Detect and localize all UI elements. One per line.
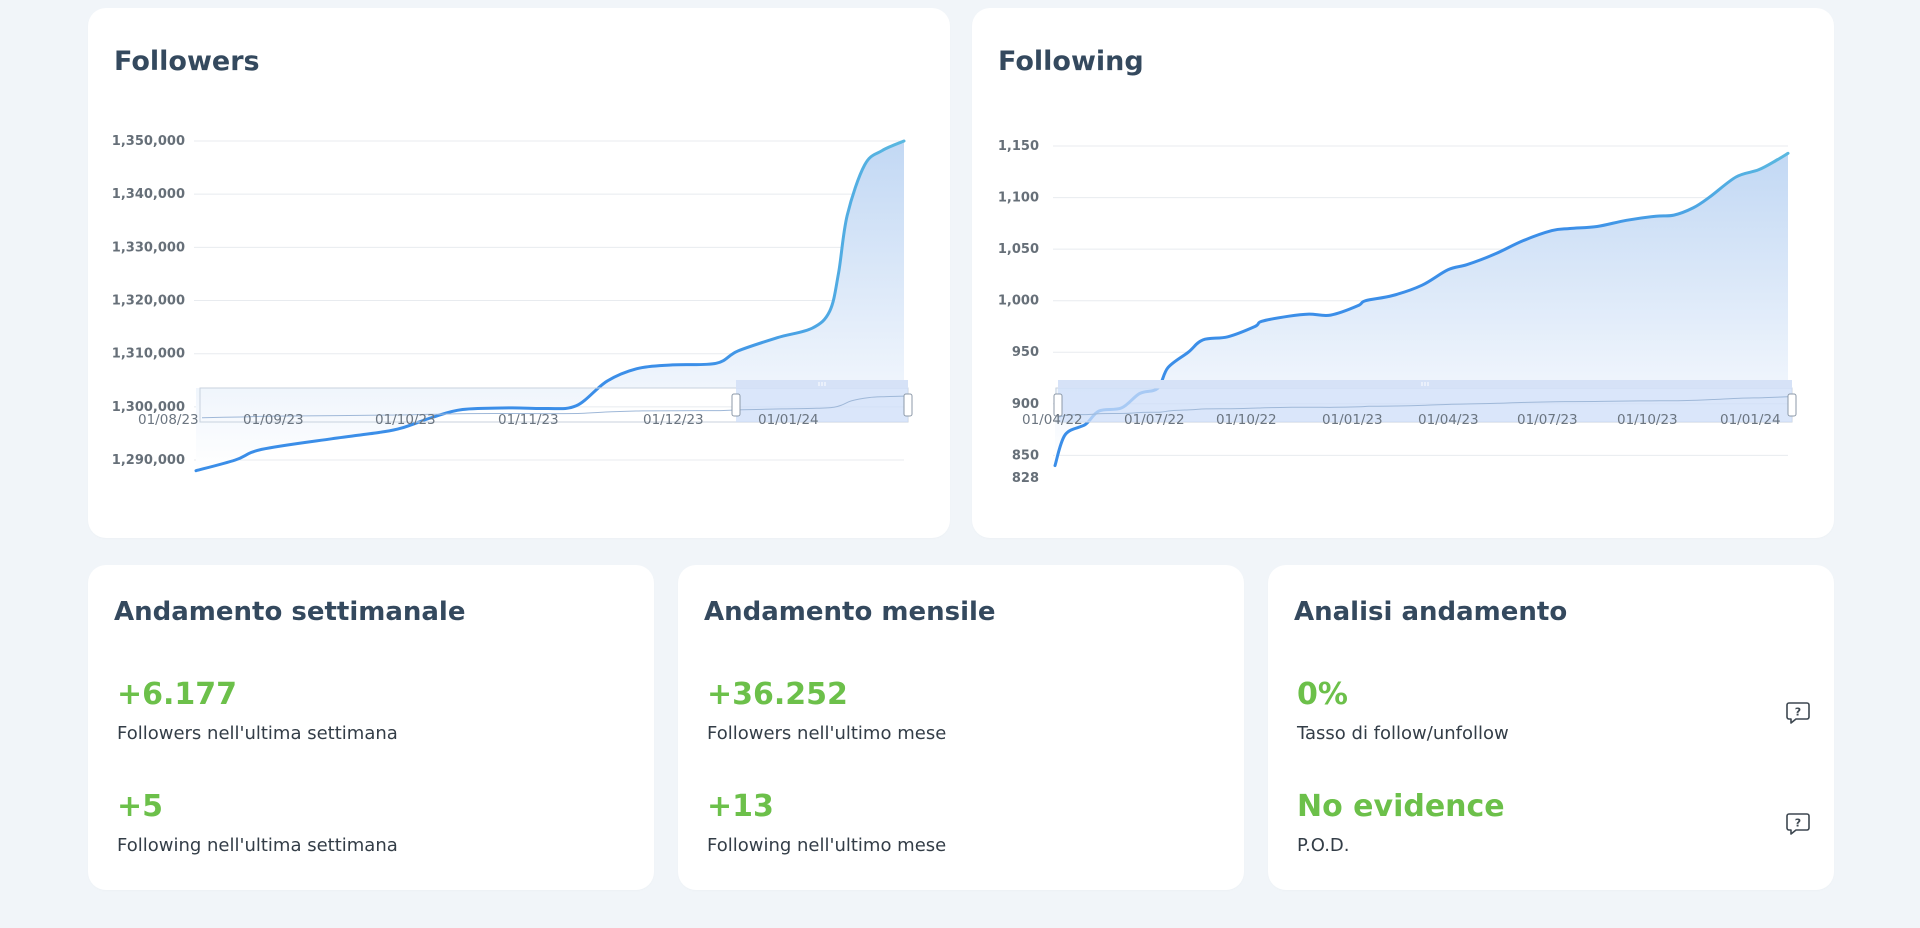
x-tick-label: 01/01/23 [1322,412,1383,428]
follow-unfollow-rate-value: 0% [1297,677,1348,712]
y-tick-label: 1,300,000 [112,400,185,415]
following-chart-card: Following 828 850 900 950 1,000 1,050 1,100 1,1… [972,8,1834,538]
navigator-left-handle [1053,393,1063,417]
pod-label: P.O.D. [1297,835,1350,856]
followers-chart-card: Followers 1,290,000 1,300,000 1,310,000 1,3… [88,8,950,538]
trend-analysis-card: Analisi andamento 0% Tasso di follow/unf… [1268,565,1834,890]
svg-text:?: ? [1795,706,1801,719]
x-tick-label: 01/07/22 [1124,412,1185,428]
monthly-followers-label: Followers nell'ultimo mese [707,723,947,744]
weekly-followers-value: +6.177 [117,677,238,712]
monthly-trend-card: Andamento mensile +36.252 Followers nell… [678,565,1244,890]
pod-value: No evidence [1297,789,1505,824]
navigator-selection [736,388,908,422]
y-tick-label: 850 [1012,448,1039,463]
x-tick-label: 01/04/23 [1418,412,1479,428]
navigator-right-handle [1787,393,1797,417]
y-tick-label: 1,150 [998,139,1039,154]
x-tick-label: 01/11/23 [498,412,559,428]
range-navigator [199,380,913,423]
y-tick-label: 900 [1012,397,1039,412]
y-tick-label: 1,100 [998,191,1039,206]
x-tick-label: 01/08/23 [138,412,199,428]
weekly-following-value: +5 [117,789,164,824]
trend-analysis-title: Analisi andamento [1294,597,1568,627]
x-tick-label: 01/01/24 [1720,412,1781,428]
monthly-following-value: +13 [707,789,774,824]
x-tick-label: 01/07/23 [1517,412,1578,428]
series-line [194,139,906,473]
x-tick-label: 01/01/24 [758,412,819,428]
navigator-right-handle [903,393,913,417]
x-tick-label: 01/10/23 [1617,412,1678,428]
x-tick-label: 01/09/23 [243,412,304,428]
weekly-followers-label: Followers nell'ultima settimana [117,723,398,744]
svg-text:?: ? [1795,817,1801,830]
followers-chart[interactable]: 1,290,000 1,300,000 1,310,000 1,320,000 1,33… [88,8,950,538]
y-tick-label: 828 [1012,471,1039,486]
range-navigator [1053,380,1797,423]
x-tick-label: 01/12/23 [643,412,704,428]
y-tick-label: 1,290,000 [112,453,185,468]
y-tick-label: 1,310,000 [112,347,185,362]
weekly-following-label: Following nell'ultima settimana [117,835,398,856]
x-tick-label: 01/10/22 [1216,412,1277,428]
y-tick-label: 1,340,000 [112,187,185,202]
y-tick-label: 1,000 [998,294,1039,309]
navigator-mini-series [1057,396,1793,418]
y-tick-label: 1,350,000 [112,134,185,149]
y-tick-label: 950 [1012,345,1039,360]
navigator-left-handle [731,393,741,417]
y-tick-label: 1,050 [998,242,1039,257]
navigator-mini-series [201,395,909,419]
followers-chart-title: Followers [114,46,260,77]
help-icon[interactable]: ? [1784,810,1812,838]
monthly-following-label: Following nell'ultimo mese [707,835,947,856]
monthly-followers-value: +36.252 [707,677,848,712]
weekly-trend-title: Andamento settimanale [114,597,466,627]
help-icon[interactable]: ? [1784,699,1812,727]
monthly-trend-title: Andamento mensile [704,597,996,627]
x-tick-label: 01/10/23 [375,412,436,428]
x-tick-label: 01/04/22 [1022,412,1083,428]
weekly-trend-card: Andamento settimanale +6.177 Followers n… [88,565,654,890]
y-tick-label: 1,330,000 [112,240,185,255]
follow-unfollow-rate-label: Tasso di follow/unfollow [1297,723,1509,744]
y-tick-label: 1,320,000 [112,294,185,309]
following-chart-title: Following [998,46,1144,77]
following-chart[interactable]: 828 850 900 950 1,000 1,050 1,100 1,150 01/04/22… [972,8,1834,538]
